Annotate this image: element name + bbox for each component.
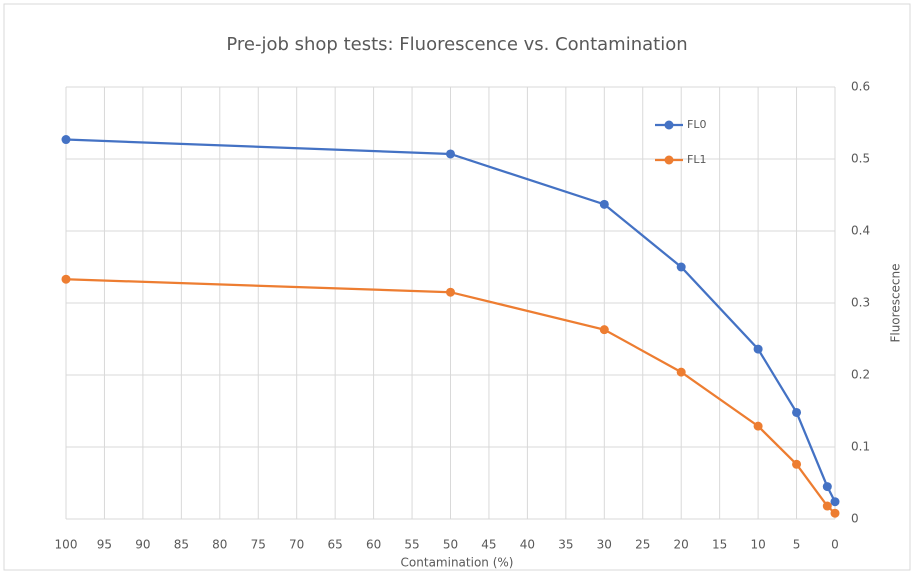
data-point — [61, 274, 71, 284]
x-tick-label: 80 — [212, 538, 227, 552]
data-point — [753, 421, 763, 431]
series-line — [65, 278, 836, 515]
chart-title: Pre-job shop tests: Fluorescence vs. Con… — [226, 34, 687, 55]
legend-marker — [664, 120, 674, 130]
series-line — [65, 138, 837, 503]
y-tick-label: 0.3 — [851, 296, 870, 310]
x-tick-label: 60 — [366, 538, 381, 552]
data-point — [830, 497, 840, 507]
y-tick-label: 0.4 — [851, 224, 870, 238]
x-tick-label: 40 — [520, 538, 535, 552]
data-point — [446, 287, 455, 297]
data-point — [822, 482, 832, 492]
data-point — [599, 199, 609, 209]
x-tick-label: 90 — [135, 538, 150, 552]
y-tick-label: 0 — [851, 512, 859, 526]
y-tick-label: 0.6 — [851, 80, 870, 94]
legend-label: FL0 — [687, 118, 706, 131]
y-tick-label: 0.5 — [851, 152, 870, 166]
x-tick-label: 95 — [97, 538, 112, 552]
legend-marker — [664, 155, 674, 165]
data-point — [599, 325, 609, 335]
y-axis-label: Fluorescecne — [889, 263, 903, 342]
x-tick-label: 100 — [55, 538, 78, 552]
x-tick-label: 75 — [251, 538, 266, 552]
data-point — [830, 508, 840, 518]
data-point — [676, 367, 686, 377]
legend-label: FL1 — [687, 153, 706, 166]
x-tick-label: 35 — [558, 538, 573, 552]
x-axis-label: Contamination (%) — [401, 556, 514, 570]
x-tick-label: 55 — [404, 538, 419, 552]
x-tick-label: 15 — [712, 538, 727, 552]
x-tick-label: 45 — [481, 538, 496, 552]
data-point — [792, 459, 802, 469]
x-tick-label: 30 — [597, 538, 612, 552]
x-tick-label: 65 — [328, 538, 343, 552]
chart-border — [3, 3, 911, 571]
x-tick-label: 5 — [793, 538, 801, 552]
x-tick-label: 25 — [635, 538, 650, 552]
x-tick-label: 70 — [289, 538, 304, 552]
data-point — [676, 262, 686, 272]
data-point — [753, 344, 763, 354]
y-tick-label: 0.1 — [851, 440, 870, 454]
x-tick-label: 50 — [443, 538, 458, 552]
x-tick-label: 10 — [750, 538, 765, 552]
data-point — [446, 149, 455, 159]
data-point — [61, 135, 71, 145]
x-tick-label: 85 — [174, 538, 189, 552]
data-point — [822, 501, 832, 511]
x-tick-label: 0 — [831, 538, 839, 552]
x-tick-label: 20 — [674, 538, 689, 552]
data-point — [792, 407, 802, 417]
y-tick-label: 0.2 — [851, 368, 870, 382]
